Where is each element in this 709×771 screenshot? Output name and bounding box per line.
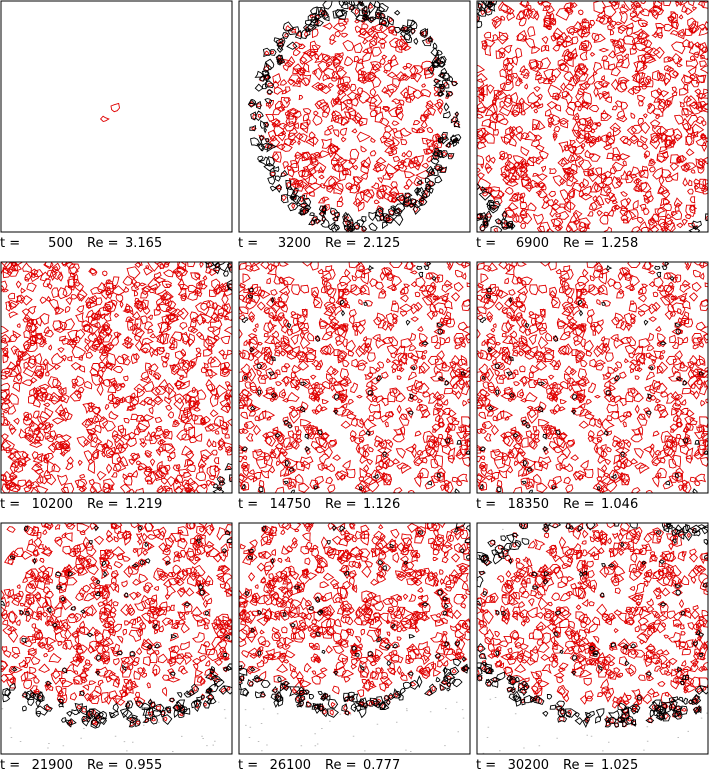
t-label: t = [0,758,20,771]
panel: t = 500 Re = 3.165 [0,0,233,251]
contours [477,523,708,754]
panel-frame [0,0,233,233]
re-label: Re = [325,497,356,512]
red-contours [249,1,461,232]
panel-frame [238,261,471,494]
t-value: 18350 [508,497,549,512]
black-contours [1,525,232,729]
t-value: 30200 [508,758,549,771]
t-value: 500 [48,236,73,251]
black-contours [241,262,470,493]
panel: t = 18350 Re = 1.046 [476,261,709,512]
panel-frame [238,0,471,233]
re-value: 1.025 [601,758,638,771]
panel: t = 6900 Re = 1.258 [476,0,709,251]
t-label: t = [0,497,20,512]
t-value: 10200 [32,497,73,512]
panel-frame [238,522,471,755]
re-value: 1.126 [363,497,400,512]
t-value: 6900 [516,236,549,251]
t-value: 14750 [270,497,311,512]
re-value: 1.258 [601,236,638,251]
t-value: 26100 [270,758,311,771]
t-value: 3200 [278,236,311,251]
panel: t = 30200 Re = 1.025 [476,522,709,771]
black-contours [477,523,708,728]
red-contours [239,523,470,716]
black-contours [479,262,708,493]
faint-contours [482,528,708,754]
red-contours [1,262,232,493]
re-label: Re = [563,497,594,512]
contours [247,1,462,232]
t-label: t = [476,236,496,251]
t-label: t = [238,236,258,251]
panel: t = 10200 Re = 1.219 [0,261,233,512]
faint-contours [244,691,465,752]
panel-frame [0,261,233,494]
red-contours [99,102,120,123]
re-label: Re = [563,758,594,771]
panel-frame [0,522,233,755]
faint-contours [1,701,227,752]
t-label: t = [238,497,258,512]
contours [99,102,120,123]
t-label: t = [0,236,20,251]
panel: t = 14750 Re = 1.126 [238,261,471,512]
re-value: 1.219 [125,497,162,512]
contours [239,523,470,752]
re-value: 1.046 [601,497,638,512]
panel: t = 26100 Re = 0.777 [238,522,471,771]
re-label: Re = [325,758,356,771]
t-label: t = [476,758,496,771]
black-contours [204,262,232,493]
contours [239,262,470,493]
t-value: 21900 [32,758,73,771]
re-value: 2.125 [363,236,400,251]
re-label: Re = [87,758,118,771]
re-label: Re = [87,497,118,512]
re-value: 3.165 [125,236,162,251]
red-contours [1,523,232,727]
red-contours [477,1,708,232]
black-contours [477,1,708,232]
re-label: Re = [325,236,356,251]
panel-frame [476,261,709,494]
contours [477,1,708,232]
re-value: 0.955 [125,758,162,771]
red-contours [239,262,470,493]
re-label: Re = [563,236,594,251]
panel: t = 3200 Re = 2.125 [238,0,471,251]
re-value: 0.777 [363,758,400,771]
t-label: t = [238,758,258,771]
red-contours [477,262,708,493]
re-label: Re = [87,236,118,251]
contours [477,262,708,493]
panel-frame [476,0,709,233]
contours [1,523,232,752]
black-contours [247,1,462,232]
panel: t = 21900 Re = 0.955 [0,522,233,771]
contours [1,262,232,493]
panel-frame [476,522,709,755]
t-label: t = [476,497,496,512]
